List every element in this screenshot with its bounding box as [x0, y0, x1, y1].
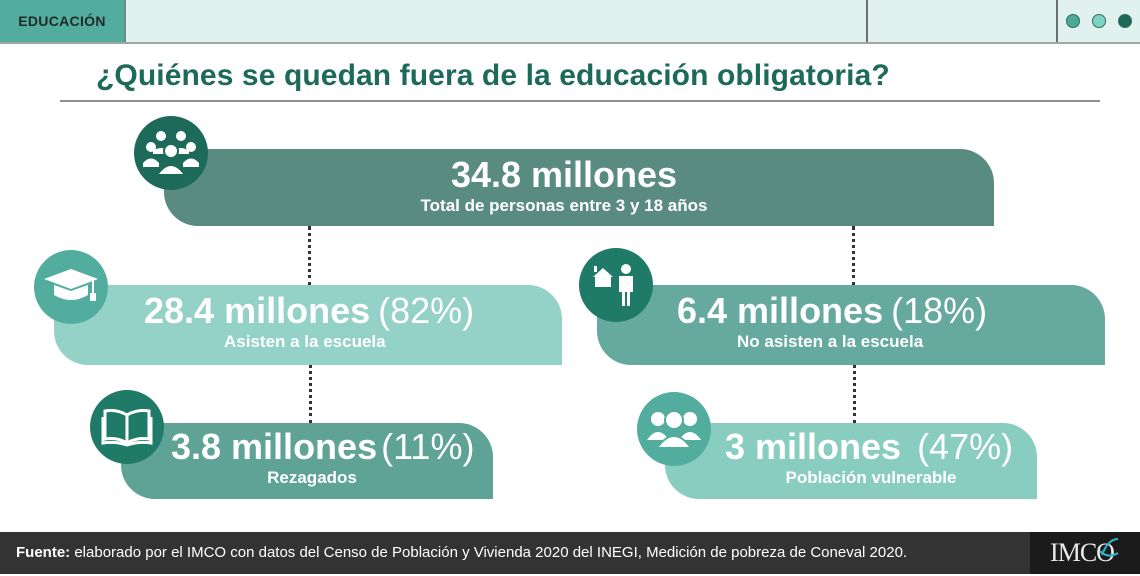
section-tag-label: EDUCACIÓN [18, 13, 106, 29]
total-value: 34.8 millones [450, 154, 678, 195]
rezagados-value: 3.8 millones [171, 426, 378, 467]
asisten-value: 28.4 millones [144, 290, 371, 331]
dot-icon [1092, 14, 1106, 28]
rezagados-label: Rezagados [267, 468, 357, 487]
open-book-icon [90, 390, 164, 464]
source-label: Fuente: [16, 544, 71, 561]
vulnerable-percent: (47%) [917, 426, 1014, 467]
page-title-block: ¿Quiénes se quedan fuera de la educación… [60, 56, 1100, 102]
graduation-cap-icon [34, 250, 108, 324]
connector-line [309, 364, 312, 424]
house-person-icon [579, 248, 653, 322]
connector-line [308, 226, 311, 286]
connector-line [852, 226, 855, 286]
logo-text: IMCO [1050, 538, 1115, 567]
dot-icon [1118, 14, 1132, 28]
header-divider [1056, 0, 1058, 42]
asisten-label: Asisten a la escuela [224, 332, 386, 351]
imco-logo: IMCO [1030, 532, 1140, 574]
vulnerable-value: 3 millones [725, 426, 902, 467]
rezagados-card: 3.8 millones (11%) Rezagados [121, 423, 493, 499]
vulnerable-label: Población vulnerable [785, 468, 957, 487]
asisten-percent: (82%) [378, 290, 475, 331]
section-tag: EDUCACIÓN [0, 0, 126, 42]
no-asisten-value: 6.4 millones [677, 290, 884, 331]
vulnerable-card: 3 millones (47%) Población vulnerable [665, 423, 1037, 499]
three-people-icon [637, 392, 711, 466]
no-asisten-label: No asisten a la escuela [737, 332, 924, 351]
no-asisten-card: 6.4 millones (18%) No asisten a la escuel… [597, 285, 1105, 365]
header-bar: EDUCACIÓN [0, 0, 1140, 44]
footer-bar: Fuente: elaborado por el IMCO con datos … [0, 532, 1140, 574]
rezagados-percent: (11%) [381, 426, 475, 467]
dot-icon [1066, 14, 1080, 28]
page-title: ¿Quiénes se quedan fuera de la educación… [96, 59, 890, 92]
logo-swirl-icon [1099, 538, 1119, 557]
total-card: 34.8 millones Total de personas entre 3 … [164, 149, 994, 226]
group-people-icon [134, 116, 208, 190]
total-label: Total de personas entre 3 y 18 años [420, 196, 708, 215]
connector-line [853, 364, 856, 424]
source-note: Fuente: elaborado por el IMCO con datos … [16, 532, 907, 574]
header-divider [866, 0, 868, 42]
source-text: elaborado por el IMCO con datos del Cens… [70, 544, 908, 561]
header-dots [1066, 14, 1132, 28]
asisten-card: 28.4 millones (82%) Asisten a la escuela [54, 285, 562, 365]
no-asisten-percent: (18%) [891, 290, 988, 331]
